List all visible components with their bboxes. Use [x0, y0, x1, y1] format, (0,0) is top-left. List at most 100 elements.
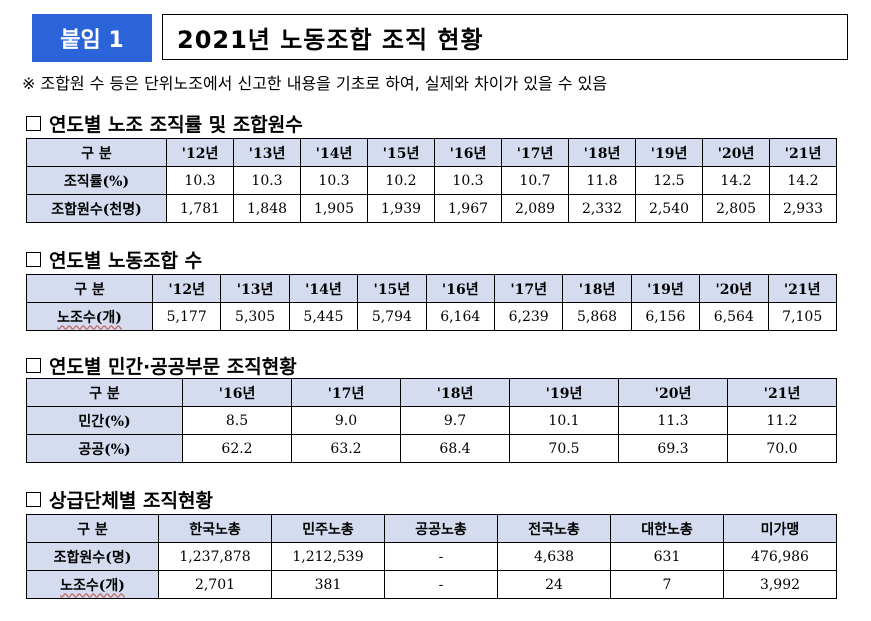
header-cell: '12년: [151, 274, 222, 303]
section-title-4: 상급단체별 조직현황: [26, 486, 213, 513]
table-cell: 10.3: [166, 166, 234, 195]
section-title-label: 연도별 노동조합 수: [49, 250, 203, 272]
table-cell: 10.7: [501, 166, 569, 195]
table-cell: 5,794: [357, 302, 427, 331]
table-union-rate: 구 분 '12년 '13년 '14년 '15년 '16년 '17년 '18년 '…: [26, 138, 837, 223]
section-title-2: 연도별 노동조합 수: [26, 246, 202, 273]
header-cell: '18년: [562, 274, 632, 303]
table-cell: 68.4: [400, 434, 510, 463]
table-cell: 631: [610, 542, 724, 571]
row-label: 조합원수(천명): [26, 194, 167, 223]
table-cell: 5,868: [562, 302, 632, 331]
table-cell: 10.2: [367, 166, 435, 195]
section-title-3: 연도별 민간·공공부문 조직현황: [26, 352, 297, 379]
table-row: 조합원수(천명) 1,781 1,848 1,905 1,939 1,967 2…: [26, 194, 837, 223]
table-row: 노조수(개) 5,177 5,305 5,445 5,794 6,164 6,2…: [26, 302, 837, 331]
table-cell: 5,305: [220, 302, 290, 331]
table-cell: 7: [610, 570, 724, 599]
header-cell: '20년: [702, 138, 770, 167]
row-label: 공공(%): [26, 434, 183, 463]
table-row: 조합원수(명) 1,237,878 1,212,539 - 4,638 631 …: [26, 542, 837, 571]
table-cell: 7,105: [767, 302, 837, 331]
header-cell: '19년: [509, 378, 619, 407]
table-cell: 10.3: [300, 166, 368, 195]
table-cell: 11.3: [618, 406, 728, 435]
header-cell: 구 분: [26, 378, 183, 407]
table-cell: 2,540: [635, 194, 703, 223]
table-cell: 11.2: [727, 406, 837, 435]
header-cell: '20년: [618, 378, 728, 407]
table-row: 노조수(개) 2,701 381 - 24 7 3,992: [26, 570, 837, 599]
table-federation: 구 분 한국노총 민주노총 공공노총 전국노총 대한노총 미가맹 조합원수(명)…: [26, 514, 837, 599]
row-label: 노조수(개): [26, 302, 153, 331]
table-cell: 6,239: [493, 302, 564, 331]
table-row: 공공(%) 62.2 63.2 68.4 70.5 69.3 70.0: [26, 434, 837, 463]
table-cell: 1,781: [166, 194, 234, 223]
header-cell: '20년: [699, 274, 769, 303]
table-cell: 3,992: [723, 570, 837, 599]
table-header-row: 구 분 한국노총 민주노총 공공노총 전국노총 대한노총 미가맹: [26, 514, 837, 543]
header-cell: 구 분: [26, 274, 153, 303]
table-cell: 6,164: [425, 302, 495, 331]
table-cell: 381: [271, 570, 385, 599]
table-cell: 5,177: [151, 302, 222, 331]
row-label: 조직률(%): [26, 166, 167, 195]
header-cell: 민주노총: [271, 514, 385, 543]
table-cell: 6,156: [630, 302, 701, 331]
row-label: 조합원수(명): [26, 542, 159, 571]
header-cell: 미가맹: [723, 514, 837, 543]
checkbox-icon: [26, 252, 41, 267]
header-cell: '17년: [501, 138, 569, 167]
table-cell: 2,332: [568, 194, 636, 223]
table-cell: 2,805: [702, 194, 770, 223]
header-cell: '14년: [300, 138, 368, 167]
header-cell: '18년: [400, 378, 510, 407]
table-cell: 476,986: [723, 542, 837, 571]
header-cell: 전국노총: [497, 514, 611, 543]
document-title: 2021년 노동조합 조직 현황: [162, 14, 848, 60]
table-cell: 70.0: [727, 434, 837, 463]
table-cell: 12.5: [635, 166, 703, 195]
row-label: 민간(%): [26, 406, 183, 435]
section-title-label: 연도별 민간·공공부문 조직현황: [49, 356, 297, 378]
header: 붙임 1 2021년 노동조합 조직 현황: [32, 14, 850, 62]
checkbox-icon: [26, 116, 41, 131]
table-row: 조직률(%) 10.3 10.3 10.3 10.2 10.3 10.7 11.…: [26, 166, 837, 195]
table-cell: 14.2: [769, 166, 837, 195]
header-cell: 한국노총: [158, 514, 272, 543]
header-cell: '21년: [767, 274, 837, 303]
table-cell: 11.8: [568, 166, 636, 195]
header-cell: '17년: [291, 378, 401, 407]
table-cell: 24: [497, 570, 611, 599]
checkbox-icon: [26, 492, 41, 507]
table-cell: 1,967: [434, 194, 502, 223]
table-header-row: 구 분 '12년 '13년 '14년 '15년 '16년 '17년 '18년 '…: [26, 138, 837, 167]
table-cell: 1,848: [233, 194, 301, 223]
table-row: 민간(%) 8.5 9.0 9.7 10.1 11.3 11.2: [26, 406, 837, 435]
table-cell: 1,237,878: [158, 542, 272, 571]
header-cell: '13년: [220, 274, 290, 303]
header-cell: '15년: [367, 138, 435, 167]
table-cell: 2,933: [769, 194, 837, 223]
table-cell: 1,212,539: [271, 542, 385, 571]
table-cell: 69.3: [618, 434, 728, 463]
header-cell: 공공노총: [384, 514, 498, 543]
table-cell: 9.7: [400, 406, 510, 435]
row-label: 노조수(개): [26, 570, 159, 599]
header-cell: '18년: [568, 138, 636, 167]
header-cell: '16년: [425, 274, 495, 303]
table-cell: -: [384, 570, 498, 599]
header-cell: '21년: [769, 138, 837, 167]
table-cell: 62.2: [182, 434, 292, 463]
table-cell: 70.5: [509, 434, 619, 463]
table-cell: -: [384, 542, 498, 571]
table-cell: 10.3: [434, 166, 502, 195]
table-cell: 2,089: [501, 194, 569, 223]
table-cell: 2,701: [158, 570, 272, 599]
header-cell: '15년: [357, 274, 427, 303]
header-cell: '12년: [166, 138, 234, 167]
table-cell: 10.1: [509, 406, 619, 435]
header-cell: '19년: [630, 274, 701, 303]
header-cell: '16년: [182, 378, 292, 407]
header-cell: 구 분: [26, 138, 167, 167]
